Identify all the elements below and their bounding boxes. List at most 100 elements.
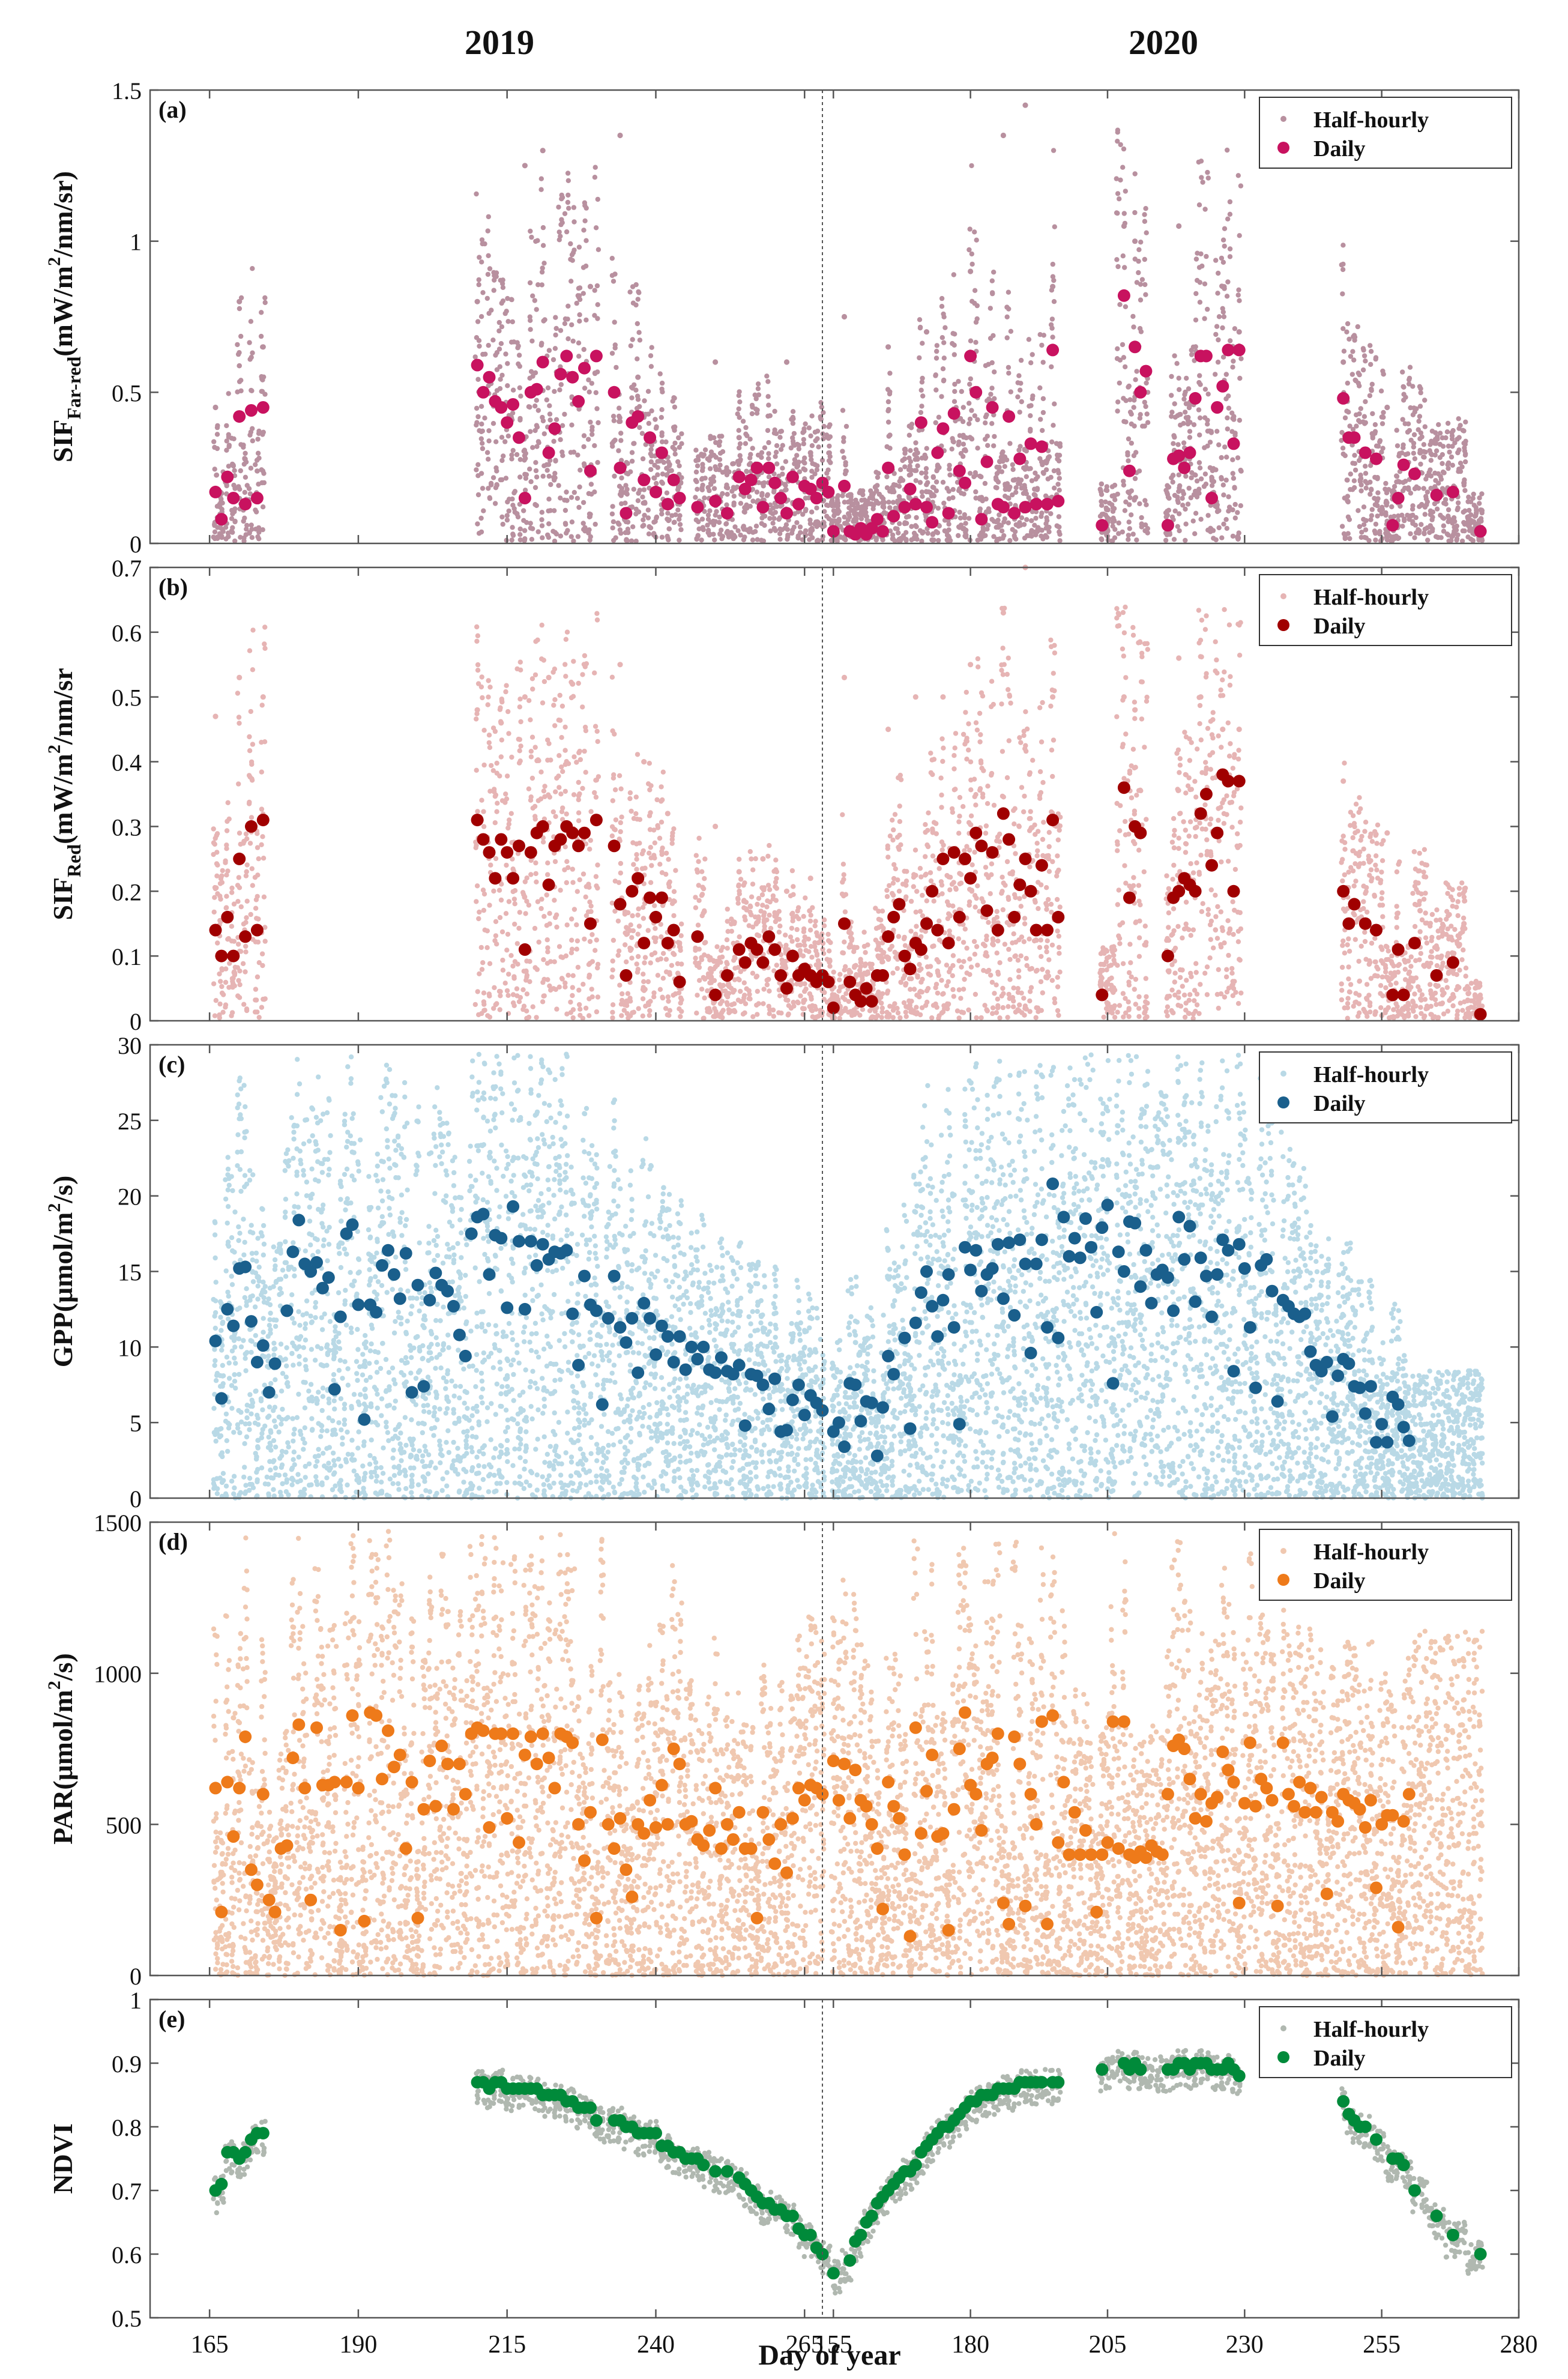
half-hourly-point — [586, 389, 592, 394]
half-hourly-point — [705, 512, 711, 518]
half-hourly-point — [735, 997, 741, 1003]
daily-point — [566, 370, 579, 384]
half-hourly-point — [1216, 525, 1222, 531]
half-hourly-point — [824, 434, 830, 440]
half-hourly-point — [807, 517, 813, 523]
half-hourly-point — [791, 884, 796, 889]
half-hourly-point — [486, 343, 491, 348]
half-hourly-point — [776, 916, 782, 922]
half-hourly-point — [960, 432, 966, 438]
half-hourly-point — [1185, 501, 1191, 507]
half-hourly-point — [1043, 467, 1049, 473]
half-hourly-point — [1052, 224, 1058, 229]
half-hourly-point — [941, 340, 947, 345]
half-hourly-point — [609, 674, 615, 680]
half-hourly-point — [1363, 358, 1368, 364]
half-hourly-point — [743, 441, 749, 446]
daily-point — [250, 492, 264, 504]
half-hourly-point — [1363, 527, 1369, 533]
half-hourly-point — [576, 793, 582, 799]
half-hourly-point — [828, 460, 833, 465]
half-hourly-point — [1479, 518, 1484, 524]
half-hourly-point — [719, 536, 725, 542]
half-hourly-point — [1423, 476, 1429, 482]
half-hourly-point — [1432, 484, 1438, 489]
half-hourly-point — [1232, 501, 1238, 507]
daily-point — [838, 479, 851, 492]
half-hourly-point — [950, 487, 956, 492]
half-hourly-point — [651, 994, 657, 1000]
half-hourly-point — [852, 511, 857, 517]
half-hourly-point — [737, 415, 742, 420]
half-hourly-point — [586, 975, 592, 980]
half-hourly-point — [1357, 383, 1362, 388]
half-hourly-point — [255, 939, 261, 945]
daily-point — [1013, 452, 1027, 465]
half-hourly-point — [534, 398, 539, 403]
half-hourly-point — [1193, 256, 1199, 262]
half-hourly-point — [764, 917, 770, 923]
half-hourly-point — [696, 898, 702, 903]
half-hourly-point — [547, 458, 553, 463]
half-hourly-point — [564, 922, 570, 928]
half-hourly-point — [794, 520, 800, 525]
half-hourly-point — [1193, 317, 1199, 323]
half-hourly-point — [641, 972, 646, 977]
half-hourly-point — [250, 426, 255, 431]
half-hourly-point — [786, 1011, 791, 1017]
half-hourly-point — [1208, 526, 1214, 531]
half-hourly-point — [1367, 491, 1373, 497]
half-hourly-point — [475, 462, 481, 467]
half-hourly-point — [1186, 386, 1192, 391]
half-hourly-point — [481, 762, 487, 768]
half-hourly-point — [1456, 416, 1461, 422]
half-hourly-point — [790, 420, 796, 426]
half-hourly-point — [243, 949, 249, 955]
half-hourly-point — [1440, 452, 1445, 458]
half-hourly-point — [935, 506, 941, 511]
half-hourly-point — [594, 728, 600, 734]
half-hourly-point — [695, 463, 701, 468]
half-hourly-point — [634, 405, 640, 411]
half-hourly-point — [679, 441, 684, 446]
daily-point — [1348, 431, 1361, 444]
half-hourly-point — [695, 486, 700, 492]
half-hourly-point — [1007, 486, 1012, 491]
half-hourly-point — [1428, 458, 1434, 463]
half-hourly-point — [940, 366, 946, 372]
half-hourly-point — [478, 945, 484, 951]
half-hourly-point — [527, 467, 532, 472]
half-hourly-point — [840, 408, 846, 413]
half-hourly-point — [713, 823, 719, 829]
half-hourly-point — [547, 508, 553, 513]
half-hourly-point — [481, 1002, 487, 1007]
half-hourly-point — [506, 508, 511, 514]
half-hourly-point — [950, 495, 956, 500]
half-hourly-point — [801, 429, 807, 434]
half-hourly-point — [212, 522, 217, 527]
half-hourly-point — [645, 515, 651, 521]
half-hourly-point — [1133, 377, 1138, 382]
half-hourly-point — [250, 742, 256, 747]
half-hourly-point — [1450, 462, 1455, 468]
half-hourly-point — [229, 516, 235, 521]
half-hourly-point — [1219, 535, 1225, 540]
half-hourly-point — [652, 840, 658, 846]
half-hourly-point — [588, 903, 594, 909]
half-hourly-point — [957, 509, 962, 515]
half-hourly-point — [1220, 259, 1226, 265]
half-hourly-point — [538, 176, 544, 181]
half-hourly-point — [248, 911, 253, 917]
half-hourly-point — [595, 885, 600, 891]
half-hourly-point — [236, 484, 241, 489]
half-hourly-point — [1126, 537, 1131, 542]
half-hourly-point — [510, 1000, 516, 1006]
half-hourly-point — [761, 1001, 766, 1006]
half-hourly-point — [517, 737, 522, 742]
half-hourly-point — [942, 325, 948, 330]
half-hourly-point — [982, 480, 988, 486]
half-hourly-point — [609, 511, 615, 517]
half-hourly-point — [731, 500, 737, 506]
half-hourly-point — [735, 528, 741, 533]
half-hourly-point — [1180, 495, 1185, 501]
